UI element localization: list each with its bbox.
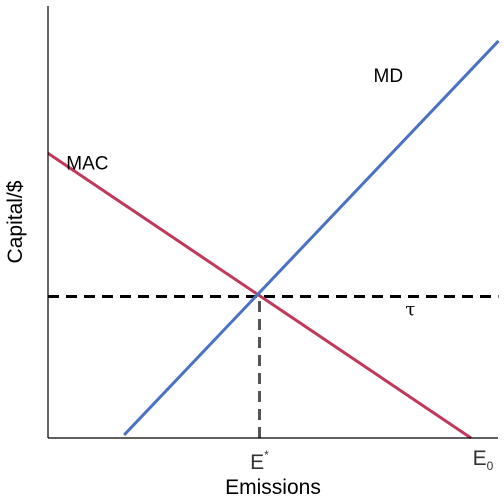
x-tick-e-star-sup: * [264,448,269,462]
mac-label: MAC [66,153,108,174]
md-curve [123,39,500,437]
x-axis-title: Emissions [225,476,321,499]
tau-label: τ [405,299,415,320]
x-tick-e-star-main: E [250,451,264,474]
y-axis-title: Capital/$ [4,180,27,263]
x-tick-e0-sub: 0 [487,459,494,473]
chart-marks [47,39,500,440]
md-label: MD [374,66,404,87]
x-tick-label-e0: E0 [473,447,494,473]
mac-curve [47,152,472,440]
x-tick-e0-main: E [473,447,487,470]
x-tick-label-e-star: E* [250,448,269,474]
